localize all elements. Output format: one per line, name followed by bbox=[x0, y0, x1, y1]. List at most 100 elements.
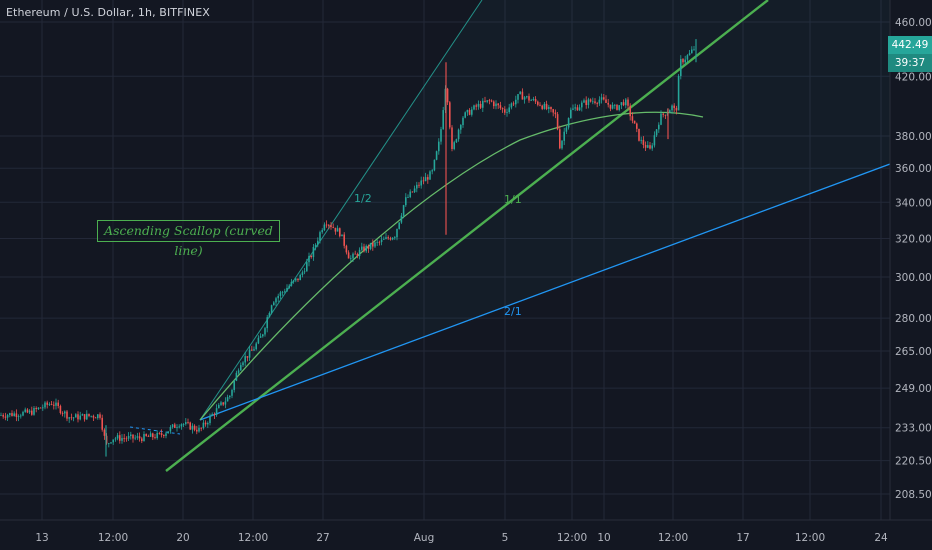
candle-body bbox=[44, 402, 46, 408]
price-tick-label: 233.00 bbox=[895, 423, 932, 435]
candle-body bbox=[519, 91, 521, 95]
last-price-tag: 442.49 bbox=[888, 36, 932, 54]
candle-body bbox=[488, 100, 491, 102]
candle-body bbox=[418, 184, 420, 186]
candle-body bbox=[380, 239, 383, 243]
scallop-annotation[interactable]: Ascending Scallop (curved line) bbox=[97, 220, 280, 258]
candle-body bbox=[607, 102, 609, 105]
candle-body bbox=[669, 110, 671, 113]
candle-body bbox=[653, 135, 656, 146]
candle-body bbox=[141, 438, 143, 442]
candle-body bbox=[37, 407, 40, 410]
candle-body bbox=[176, 427, 178, 429]
price-tick-label: 340.00 bbox=[895, 197, 932, 209]
candle-body bbox=[167, 431, 169, 434]
candle-body bbox=[405, 197, 407, 206]
candle-body bbox=[246, 356, 249, 358]
candle-body bbox=[504, 109, 506, 113]
candle-body bbox=[0, 415, 2, 416]
candle-body bbox=[310, 256, 312, 258]
candle-body bbox=[123, 438, 125, 439]
candle-body bbox=[627, 99, 629, 106]
candle-body bbox=[422, 180, 425, 182]
candle-body bbox=[171, 424, 174, 428]
candle-body bbox=[528, 96, 530, 101]
candle-body bbox=[594, 101, 596, 104]
gann-label-2-1: 2/1 bbox=[504, 305, 522, 318]
candle-body bbox=[72, 417, 75, 419]
candle-body bbox=[620, 102, 623, 106]
candle-body bbox=[339, 228, 341, 237]
candle-body bbox=[385, 237, 387, 239]
candle-body bbox=[561, 140, 563, 149]
price-axis[interactable]: 208.50 220.50 233.00 249.00 265.00 280.00 300.… bbox=[895, 17, 932, 501]
candle-body bbox=[387, 237, 389, 239]
candle-body bbox=[449, 102, 451, 128]
candle-body bbox=[517, 94, 519, 100]
candle-body bbox=[266, 317, 268, 329]
candle-body bbox=[429, 171, 431, 180]
candle-body bbox=[636, 123, 638, 129]
candle-body bbox=[147, 435, 150, 437]
candle-body bbox=[416, 184, 418, 189]
candle-body bbox=[79, 415, 81, 420]
time-axis-bg bbox=[0, 520, 932, 550]
candle-body bbox=[187, 422, 189, 423]
time-tick-label: 12:00 bbox=[238, 532, 268, 544]
candle-body bbox=[548, 106, 550, 109]
candle-body bbox=[295, 278, 297, 281]
candle-body bbox=[292, 280, 295, 282]
candle-body bbox=[6, 415, 9, 418]
candle-body bbox=[143, 434, 145, 442]
gann-fan-2-1-line bbox=[199, 163, 891, 421]
candle-body bbox=[484, 100, 486, 102]
candle-body bbox=[633, 120, 636, 124]
price-tick-label: 220.50 bbox=[895, 456, 932, 468]
candle-body bbox=[345, 245, 348, 253]
price-tick-label: 360.00 bbox=[895, 163, 932, 175]
candle-body bbox=[61, 412, 64, 414]
candle-body bbox=[391, 237, 394, 240]
candle-body bbox=[101, 417, 103, 430]
candle-body bbox=[39, 407, 42, 409]
candle-body bbox=[105, 435, 108, 444]
candle-body bbox=[462, 117, 464, 126]
candle-body bbox=[565, 127, 568, 132]
candle-body bbox=[365, 245, 367, 252]
candle-body bbox=[482, 100, 484, 108]
candle-body bbox=[479, 103, 482, 108]
candle-body bbox=[598, 99, 601, 104]
candle-body bbox=[589, 99, 592, 102]
candle-body bbox=[530, 100, 532, 101]
candle-body bbox=[378, 241, 381, 243]
candle-body bbox=[207, 423, 209, 425]
candle-body bbox=[473, 105, 475, 110]
candle-body bbox=[512, 103, 515, 105]
candle-body bbox=[660, 113, 662, 125]
candle-body bbox=[127, 436, 130, 439]
candle-body bbox=[570, 109, 572, 119]
price-tick-label: 420.00 bbox=[895, 71, 932, 83]
candle-body bbox=[273, 302, 275, 306]
candle-body bbox=[642, 139, 645, 146]
candle-body bbox=[64, 411, 66, 414]
candle-body bbox=[611, 104, 614, 109]
candle-body bbox=[361, 246, 363, 250]
candle-body bbox=[398, 222, 400, 229]
candle-body bbox=[508, 107, 510, 113]
candle-body bbox=[506, 112, 508, 113]
time-axis[interactable]: 13 12:00 20 12:00 27 Aug 5 12:00 10 12:00 17 12:00 2… bbox=[35, 532, 888, 544]
candle-body bbox=[596, 103, 598, 104]
candle-body bbox=[407, 197, 409, 198]
candle-body bbox=[198, 427, 200, 432]
candle-body bbox=[209, 415, 211, 424]
symbol-title[interactable]: Ethereum / U.S. Dollar, 1h, BITFINEX bbox=[6, 6, 210, 19]
candle-body bbox=[545, 103, 548, 109]
candle-body bbox=[336, 228, 339, 232]
candle-body bbox=[686, 55, 689, 60]
candle-body bbox=[486, 100, 488, 102]
candle-body bbox=[306, 262, 308, 272]
candle-body bbox=[585, 100, 587, 106]
price-tick-label: 249.00 bbox=[895, 383, 932, 395]
